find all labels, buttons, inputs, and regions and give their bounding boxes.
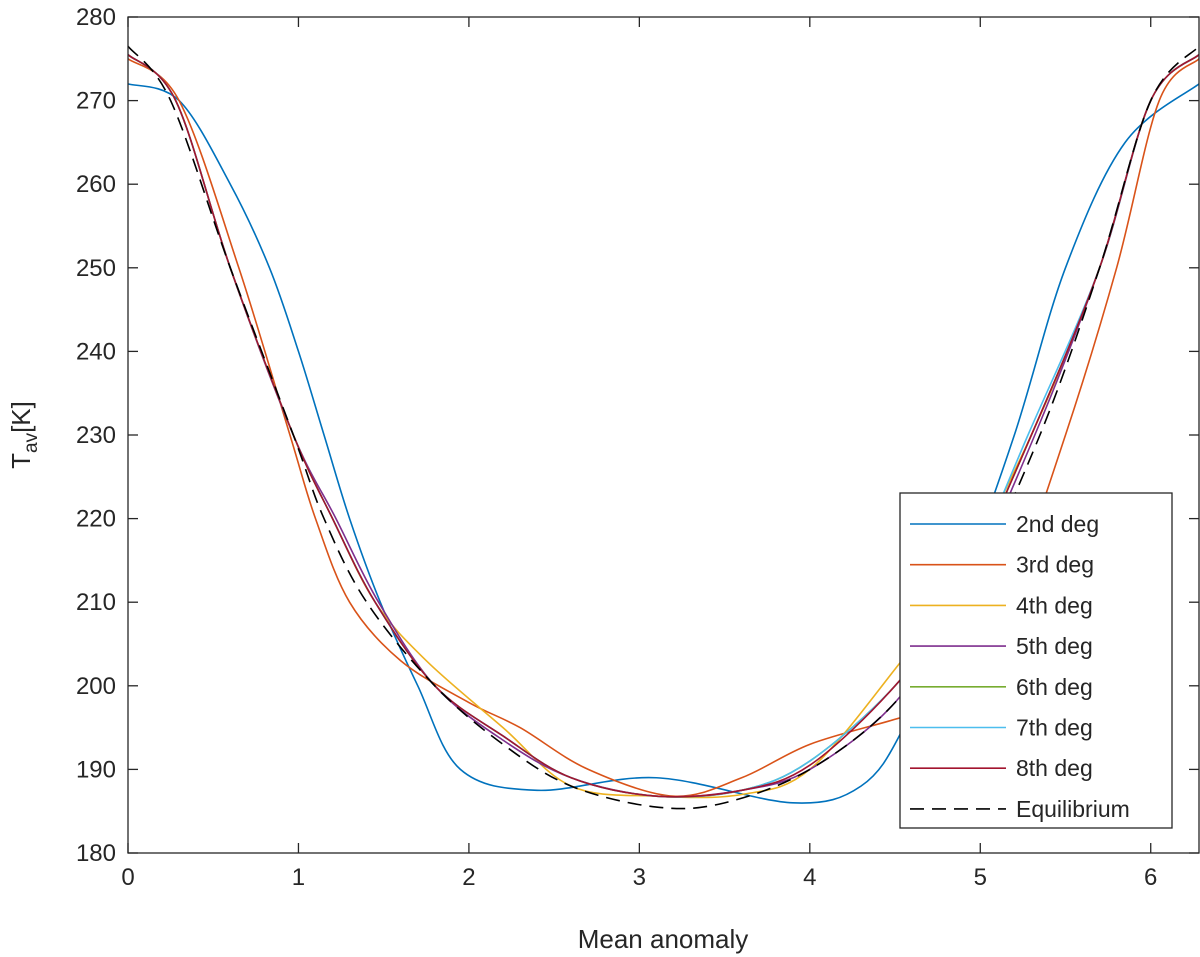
y-tick-label: 180 xyxy=(76,840,116,867)
series-line-3rd-deg xyxy=(127,58,1200,797)
legend-label: 5th deg xyxy=(1016,633,1093,659)
legend-label: 4th deg xyxy=(1016,592,1093,618)
x-tick-label: 5 xyxy=(974,864,987,891)
legend-label: 6th deg xyxy=(1016,674,1093,700)
legend-label: 2nd deg xyxy=(1016,511,1099,537)
y-tick-label: 220 xyxy=(76,506,116,533)
x-tick-label: 4 xyxy=(803,864,816,891)
y-tick-label: 210 xyxy=(76,589,116,616)
legend-label: 3rd deg xyxy=(1016,552,1094,578)
legend-label: 7th deg xyxy=(1016,715,1093,741)
legend: 2nd deg 3rd deg 4th deg 5th deg 6th deg 7th d… xyxy=(899,492,1173,829)
y-tick-label: 240 xyxy=(76,338,116,365)
legend-label: Equilibrium xyxy=(1016,796,1130,822)
y-tick-label: 200 xyxy=(76,673,116,700)
x-tick-label: 3 xyxy=(633,864,646,891)
series-line-2nd-deg xyxy=(127,83,1200,804)
series-line-8th-deg xyxy=(127,54,1200,798)
y-tick-label: 260 xyxy=(76,171,116,198)
y-tick-label: 250 xyxy=(76,255,116,282)
series-lines xyxy=(127,45,1200,810)
y-axis-label: Tav[K] xyxy=(6,401,42,469)
y-tick-label: 270 xyxy=(76,88,116,115)
x-axis-label: Mean anomaly xyxy=(578,924,749,954)
x-tick-label: 0 xyxy=(121,864,134,891)
series-line-equilibrium xyxy=(127,45,1200,810)
legend-box xyxy=(899,492,1173,829)
ticks: 0 1 2 3 4 5 6 180 190 200 210 220 230 240 250 260 270 280 xyxy=(76,4,1199,891)
legend-label: 8th deg xyxy=(1016,755,1093,781)
y-tick-label: 230 xyxy=(76,422,116,449)
x-tick-label: 2 xyxy=(462,864,475,891)
y-tick-label: 280 xyxy=(76,4,116,31)
y-tick-label: 190 xyxy=(76,756,116,783)
x-tick-label: 6 xyxy=(1144,864,1157,891)
x-tick-label: 1 xyxy=(292,864,305,891)
